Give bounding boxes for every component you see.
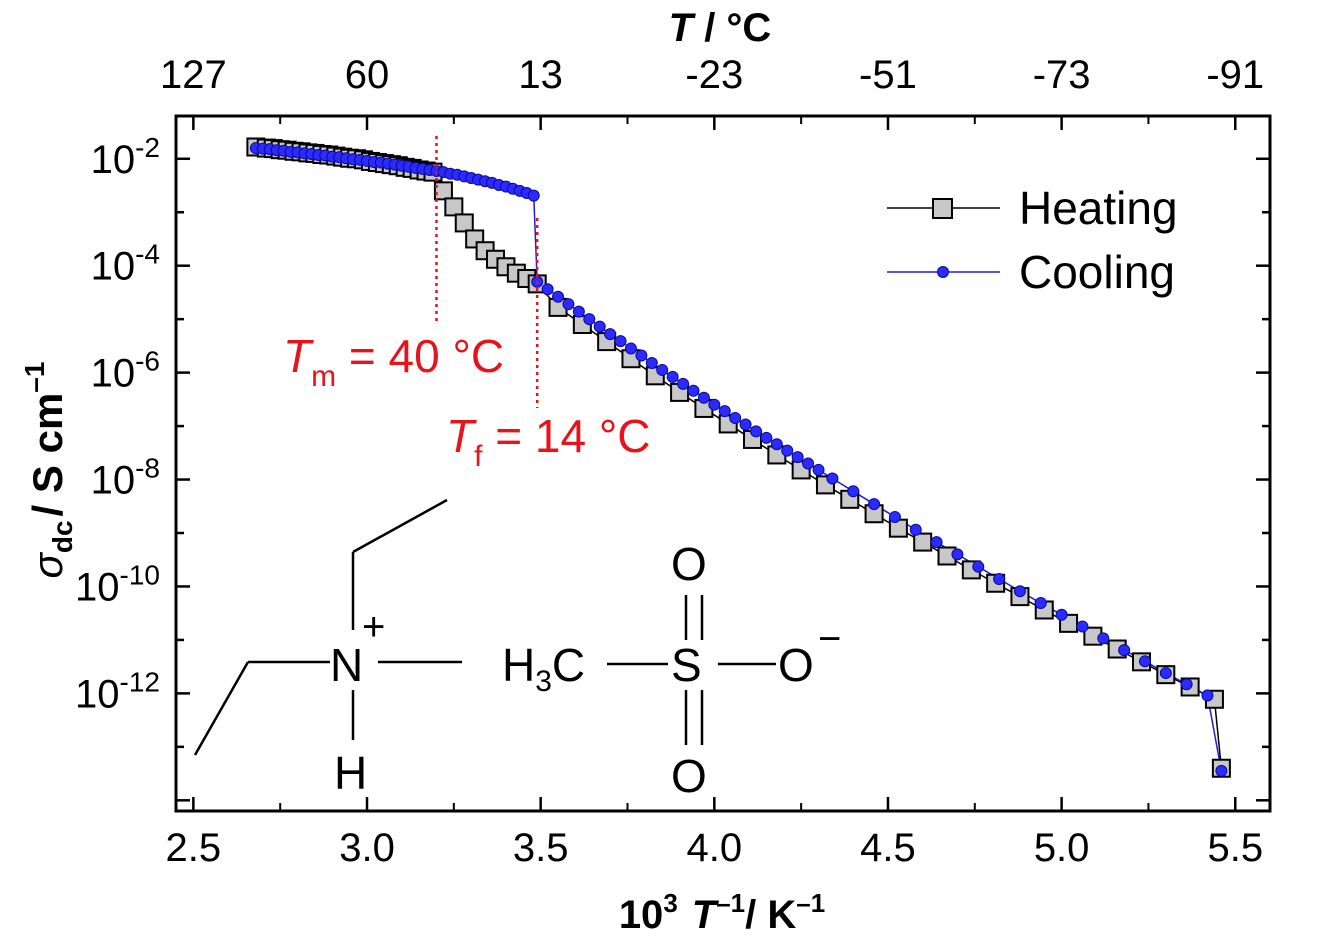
cooling-point (1159, 667, 1172, 680)
cooling-point (972, 560, 985, 573)
cooling-point (781, 444, 794, 457)
cooling-point (791, 451, 804, 464)
cooling-point (572, 305, 585, 318)
x-tick-label: 3.5 (513, 826, 569, 870)
heating-point (444, 197, 464, 217)
heating-point (433, 181, 453, 201)
cooling-point (930, 536, 943, 549)
cooling-point (1013, 585, 1026, 598)
cooling-point (614, 335, 627, 348)
atom-o-bottom: O (671, 750, 707, 802)
chemical-structure (193, 498, 776, 756)
cooling-point (760, 431, 773, 444)
cooling-point (645, 356, 658, 369)
heating-point (913, 532, 933, 552)
y-tick-label: 10-6 (91, 346, 160, 396)
cooling-point (583, 313, 596, 326)
cooling-point (562, 298, 575, 311)
x-axis-title: 103 T–1/ K–1 (619, 888, 825, 937)
legend-cooling-label: Cooling (1019, 246, 1175, 298)
cooling-point (718, 405, 731, 418)
cooling-point (552, 290, 565, 303)
y-tick-label: 10-2 (91, 132, 160, 182)
x-tick-label: 4.0 (687, 826, 743, 870)
cooling-point (593, 320, 606, 333)
atom-s: S (671, 639, 702, 691)
cooling-point (656, 363, 669, 376)
cooling-point (1055, 608, 1068, 621)
y-tick-label: 10-8 (91, 453, 160, 503)
legend-cooling-marker (937, 266, 949, 278)
cooling-point (770, 438, 783, 451)
cooling-point (527, 189, 540, 202)
cooling-point (951, 548, 964, 561)
cooling-point (624, 342, 637, 355)
top-axis-title: T / °C (669, 6, 772, 50)
charge-minus: − (818, 617, 841, 661)
cooling-point (868, 498, 881, 511)
cooling-point (1118, 644, 1131, 657)
atom-o-right: O (778, 639, 814, 691)
atom-o-top: O (671, 538, 707, 590)
top-tick-label: -73 (1033, 53, 1091, 97)
cooling-point (1180, 678, 1193, 691)
cooling-point (708, 398, 721, 411)
cooling-point (1201, 689, 1214, 702)
tf-annotation: Tf = 14 °C (446, 410, 650, 473)
y-tick-label: 10-12 (75, 666, 160, 716)
cooling-point (677, 377, 690, 390)
cooling-point (1215, 764, 1228, 777)
cooling-point (1034, 597, 1047, 610)
atom-n-plus: + (362, 605, 385, 649)
cooling-point (1097, 632, 1110, 645)
cooling-point (812, 463, 825, 476)
bond-ethyl-left-1 (193, 661, 250, 756)
legend-heating-marker (932, 198, 953, 219)
cooling-point (697, 391, 710, 404)
cooling-point (888, 510, 901, 523)
cooling-point (604, 328, 617, 341)
cooling-point (1138, 655, 1151, 668)
atom-h: H (334, 747, 367, 799)
cooling-point (635, 349, 648, 362)
top-tick-label: 13 (518, 53, 563, 97)
top-tick-label: -91 (1206, 53, 1264, 97)
x-tick-label: 2.5 (166, 826, 222, 870)
y-axis-title: σdc/ S cm–1 (19, 362, 78, 579)
cooling-point (739, 418, 752, 431)
cooling-point (847, 485, 860, 498)
chemical-labels: + N H H3C S O O O − (330, 538, 841, 802)
cooling-point (993, 572, 1006, 585)
x-tick-label: 5.0 (1034, 826, 1090, 870)
cooling-point (666, 370, 679, 383)
cooling-point (909, 523, 922, 536)
tm-annotation: Tm = 40 °C (283, 330, 504, 393)
x-tick-label: 5.5 (1207, 826, 1263, 870)
heating-point (454, 213, 474, 233)
y-tick-label: 10-10 (75, 559, 160, 609)
plot-frame (174, 114, 1272, 813)
group-h3c: H3C (502, 639, 585, 698)
cooling-point (802, 457, 815, 470)
cooling-point (541, 283, 554, 296)
bond-ethyl-top-1 (352, 498, 448, 554)
top-tick-label: 127 (160, 53, 227, 97)
legend-heating-label: Heating (1019, 182, 1178, 234)
cooling-point (826, 472, 839, 485)
x-tick-label: 3.0 (339, 826, 395, 870)
x-tick-label: 4.5 (860, 826, 916, 870)
top-tick-label: -51 (859, 53, 917, 97)
cooling-point (1076, 620, 1089, 633)
cooling-point (729, 412, 742, 425)
top-tick-label: 60 (345, 53, 390, 97)
legend: Heating Cooling (887, 182, 1178, 298)
top-tick-label: -23 (685, 53, 743, 97)
cooling-point (749, 425, 762, 438)
y-tick-label: 10-4 (91, 239, 160, 289)
cooling-point (687, 384, 700, 397)
atom-n: N (330, 639, 363, 691)
